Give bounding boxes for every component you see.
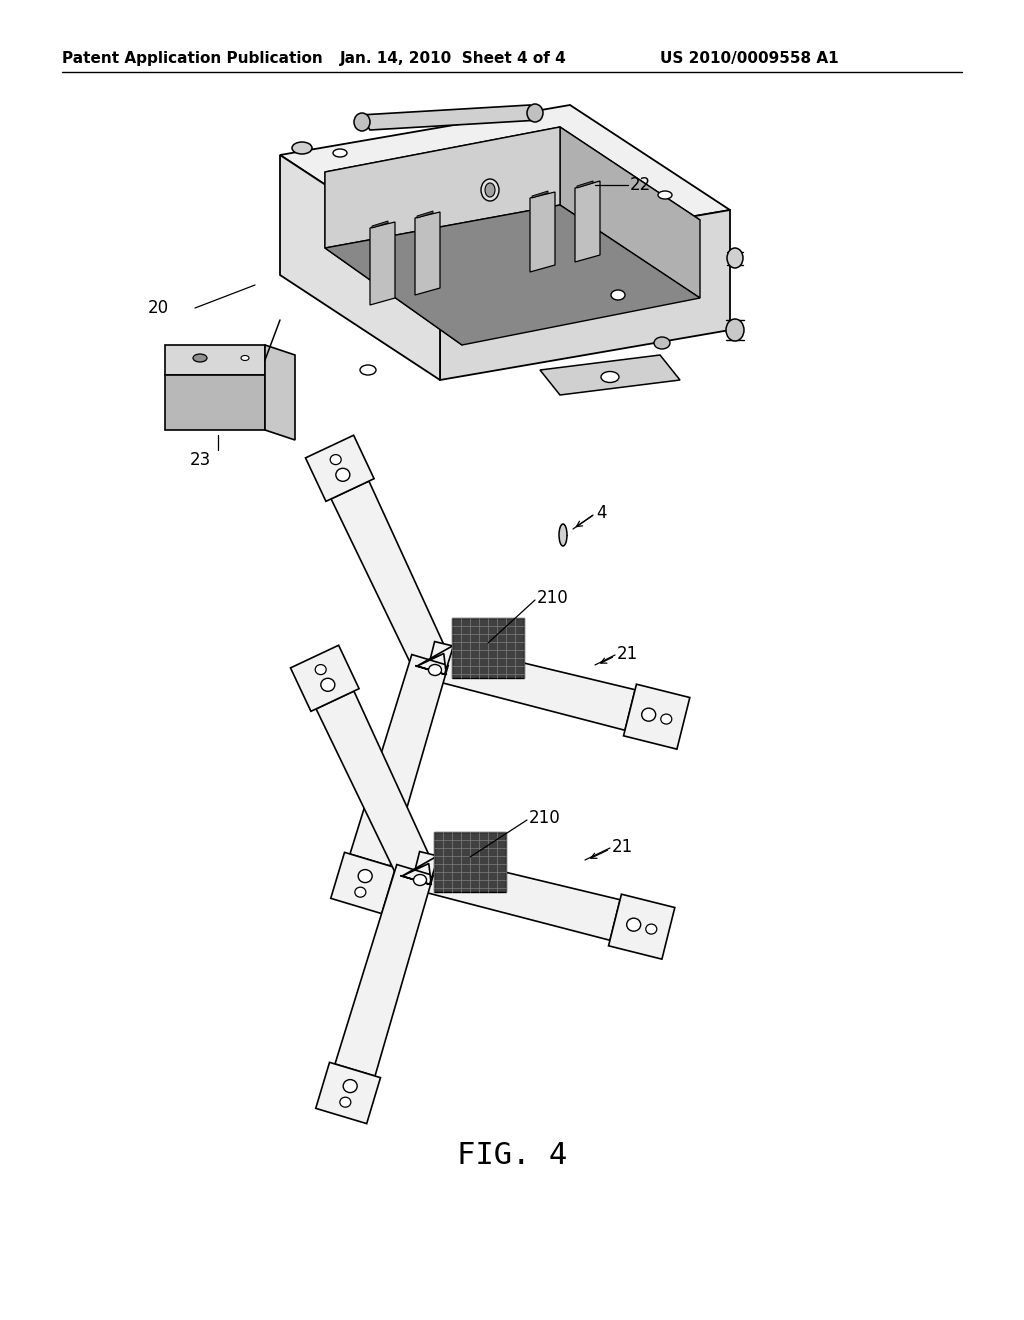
Text: Patent Application Publication: Patent Application Publication xyxy=(62,50,323,66)
Ellipse shape xyxy=(654,337,670,348)
Ellipse shape xyxy=(343,1080,357,1093)
Polygon shape xyxy=(370,222,395,305)
Ellipse shape xyxy=(355,887,366,898)
Polygon shape xyxy=(265,345,295,440)
Polygon shape xyxy=(540,355,680,395)
Text: 21: 21 xyxy=(612,838,633,855)
Ellipse shape xyxy=(627,919,641,931)
Polygon shape xyxy=(315,1063,381,1123)
Polygon shape xyxy=(575,181,600,261)
Text: 20: 20 xyxy=(148,300,169,317)
Polygon shape xyxy=(560,127,700,298)
Ellipse shape xyxy=(333,149,347,157)
Ellipse shape xyxy=(340,1097,351,1107)
Polygon shape xyxy=(331,853,395,913)
Polygon shape xyxy=(415,213,440,294)
Ellipse shape xyxy=(601,371,618,383)
Ellipse shape xyxy=(658,191,672,199)
Polygon shape xyxy=(280,106,730,260)
Polygon shape xyxy=(417,211,433,218)
Ellipse shape xyxy=(485,183,495,197)
Polygon shape xyxy=(416,645,454,675)
Ellipse shape xyxy=(360,366,376,375)
Polygon shape xyxy=(411,851,621,940)
Ellipse shape xyxy=(414,874,427,886)
Polygon shape xyxy=(316,692,432,878)
Polygon shape xyxy=(425,642,635,730)
Polygon shape xyxy=(608,894,675,960)
Ellipse shape xyxy=(241,355,249,360)
Ellipse shape xyxy=(481,180,499,201)
Ellipse shape xyxy=(315,664,327,675)
Text: 23: 23 xyxy=(189,451,211,469)
Ellipse shape xyxy=(660,714,672,725)
Ellipse shape xyxy=(726,319,744,341)
Polygon shape xyxy=(624,684,690,750)
Polygon shape xyxy=(325,127,560,248)
Text: 21: 21 xyxy=(617,645,638,663)
Polygon shape xyxy=(335,865,433,1076)
Ellipse shape xyxy=(321,678,335,692)
Polygon shape xyxy=(350,655,449,866)
Polygon shape xyxy=(532,191,548,198)
Polygon shape xyxy=(280,154,440,380)
Polygon shape xyxy=(291,645,359,711)
Text: FIG. 4: FIG. 4 xyxy=(457,1140,567,1170)
Ellipse shape xyxy=(354,114,370,131)
Polygon shape xyxy=(440,210,730,380)
Text: 210: 210 xyxy=(529,809,561,828)
Polygon shape xyxy=(372,220,388,228)
Text: 4: 4 xyxy=(596,504,606,521)
Polygon shape xyxy=(434,832,506,892)
Polygon shape xyxy=(400,855,438,884)
Text: 210: 210 xyxy=(537,589,568,607)
Ellipse shape xyxy=(330,454,341,465)
Polygon shape xyxy=(325,127,700,265)
Polygon shape xyxy=(331,480,447,668)
Polygon shape xyxy=(165,375,265,430)
Polygon shape xyxy=(530,191,555,272)
Ellipse shape xyxy=(358,870,372,883)
Polygon shape xyxy=(325,172,462,345)
Polygon shape xyxy=(577,181,593,187)
Ellipse shape xyxy=(559,524,567,546)
Ellipse shape xyxy=(727,248,743,268)
Ellipse shape xyxy=(336,469,350,482)
Polygon shape xyxy=(325,205,700,345)
Ellipse shape xyxy=(611,290,625,300)
Text: US 2010/0009558 A1: US 2010/0009558 A1 xyxy=(660,50,839,66)
Text: Jan. 14, 2010  Sheet 4 of 4: Jan. 14, 2010 Sheet 4 of 4 xyxy=(340,50,566,66)
Ellipse shape xyxy=(428,664,441,676)
Text: 22: 22 xyxy=(630,176,651,194)
Polygon shape xyxy=(360,106,540,129)
Ellipse shape xyxy=(642,708,655,721)
Ellipse shape xyxy=(193,354,207,362)
Ellipse shape xyxy=(292,143,312,154)
Polygon shape xyxy=(165,345,265,375)
Ellipse shape xyxy=(646,924,656,935)
Polygon shape xyxy=(452,618,524,678)
Polygon shape xyxy=(305,436,374,502)
Ellipse shape xyxy=(527,104,543,121)
